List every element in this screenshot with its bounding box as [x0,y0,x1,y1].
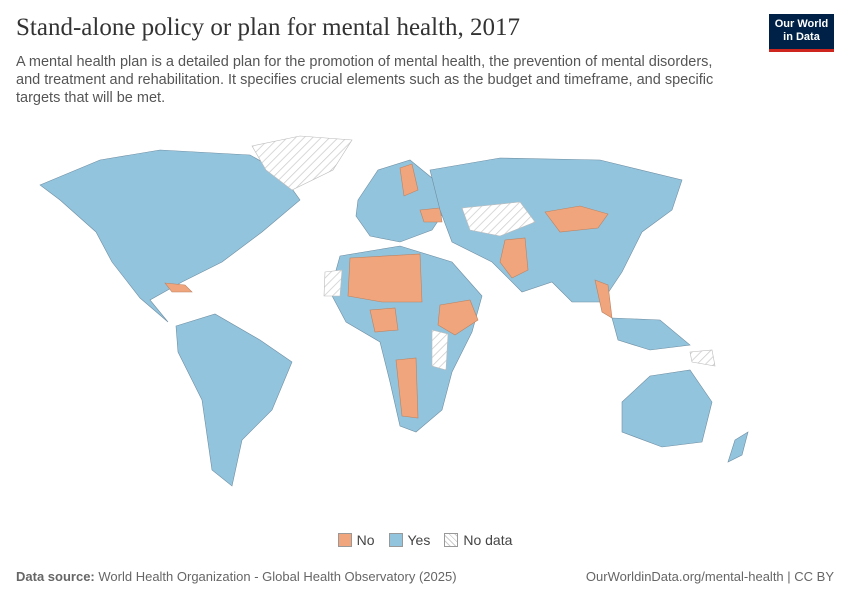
source-label: Data source: [16,569,95,584]
country[interactable] [727,431,749,463]
legend: No Yes No data [0,532,850,548]
country[interactable] [544,205,609,233]
world-map [39,135,749,487]
footer: Data source: World Health Organization -… [16,569,834,584]
country[interactable] [347,253,423,303]
logo-line: in Data [783,31,820,43]
country[interactable] [419,207,443,223]
country[interactable] [175,313,293,487]
country[interactable] [164,282,193,293]
source: Data source: World Health Organization -… [16,569,457,584]
countries [39,135,749,487]
url[interactable]: OurWorldinData.org/mental-health | CC BY [585,569,834,584]
source-text: World Health Organization - Global Healt… [98,569,457,584]
legend-item[interactable]: Yes [388,532,431,548]
country[interactable] [431,329,449,371]
legend-swatch [444,533,459,547]
country[interactable] [399,163,419,197]
country[interactable] [499,237,529,279]
legend-label: No data [463,532,513,548]
legend-item[interactable]: No data [444,532,512,548]
country[interactable] [323,269,343,297]
country[interactable] [251,135,353,191]
country[interactable] [437,299,479,336]
logo-line: Our World [774,18,829,30]
logo[interactable]: Our World in Data [769,14,834,52]
legend-label: Yes [407,532,431,548]
country[interactable] [621,369,713,448]
country[interactable] [689,349,716,367]
country[interactable] [461,201,536,237]
country[interactable] [369,307,399,333]
title: Stand-alone policy or plan for mental he… [16,14,521,41]
country[interactable] [39,149,301,323]
country[interactable] [611,317,691,351]
country[interactable] [395,357,419,419]
subtitle: A mental health plan is a detailed plan … [16,54,714,106]
legend-label: No [356,532,375,548]
legend-swatch [337,533,352,547]
legend-swatch [388,533,403,547]
legend-item[interactable]: No [337,532,375,548]
